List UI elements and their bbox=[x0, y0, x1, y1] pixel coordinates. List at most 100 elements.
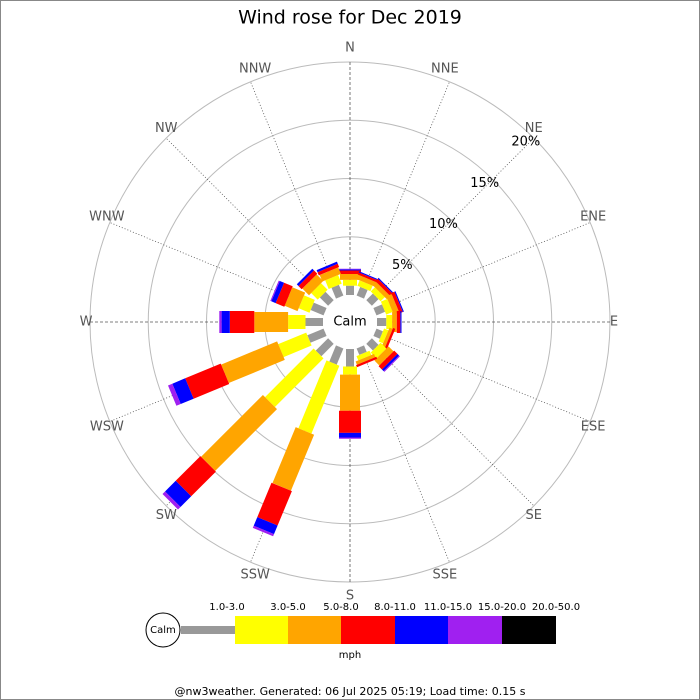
bar-segment bbox=[288, 315, 306, 329]
bar-segment bbox=[265, 348, 324, 407]
legend-label: 5.0-8.0 bbox=[323, 602, 358, 613]
bar-segment bbox=[373, 304, 386, 316]
direction-label: WSW bbox=[90, 419, 124, 434]
direction-label: SSE bbox=[432, 568, 457, 583]
units-label: mph bbox=[339, 650, 361, 661]
bar-segment bbox=[201, 395, 277, 471]
bar-segment bbox=[253, 517, 278, 535]
bar-segment bbox=[254, 312, 289, 332]
bar-segment bbox=[346, 285, 354, 295]
r-tick-label: 5% bbox=[392, 258, 413, 273]
bar-segment bbox=[366, 338, 379, 351]
r-tick-label: 15% bbox=[470, 176, 499, 191]
direction-label: W bbox=[80, 315, 93, 330]
bar-segment bbox=[317, 263, 340, 276]
bar-segment bbox=[275, 282, 293, 307]
bar-segment bbox=[373, 328, 383, 339]
bar-segment bbox=[270, 280, 280, 302]
bar-segment bbox=[400, 311, 402, 333]
direction-label: SE bbox=[526, 508, 542, 523]
legend-label: 3.0-5.0 bbox=[270, 602, 305, 613]
bar-segment bbox=[165, 480, 192, 507]
legend-label: 20.0-50.0 bbox=[532, 602, 580, 613]
direction-label: SW bbox=[156, 508, 177, 523]
direction-label: WNW bbox=[89, 210, 125, 225]
legend-label: 15.0-20.0 bbox=[478, 602, 526, 613]
legend-swatch bbox=[395, 616, 448, 644]
direction-label: ENE bbox=[580, 210, 606, 225]
legend-label: 11.0-15.0 bbox=[424, 602, 472, 613]
calm-circle bbox=[325, 297, 375, 347]
bar-segment bbox=[356, 345, 367, 355]
bar-segment bbox=[357, 280, 373, 292]
bar-segment bbox=[339, 270, 361, 274]
bar-segment bbox=[384, 328, 396, 350]
bar-segment bbox=[305, 318, 323, 326]
bar-segment bbox=[331, 284, 344, 299]
bar-segment bbox=[325, 275, 342, 289]
legend-label: 1.0-3.0 bbox=[209, 602, 244, 613]
bar-segment bbox=[381, 353, 400, 372]
bar-segment bbox=[339, 269, 361, 271]
bar-segment bbox=[172, 378, 194, 404]
legend-swatch bbox=[448, 616, 502, 644]
bar-segment bbox=[329, 345, 344, 365]
bar-segment bbox=[378, 328, 389, 344]
bar-segment bbox=[307, 328, 327, 343]
bar-segment bbox=[392, 312, 397, 332]
legend-calm bbox=[145, 612, 181, 648]
bar-segment bbox=[381, 327, 393, 348]
bar-segment bbox=[340, 374, 360, 411]
bar-segment bbox=[185, 363, 230, 399]
bar-segment bbox=[374, 346, 394, 366]
bar-segment bbox=[319, 291, 334, 306]
direction-label: E bbox=[610, 315, 618, 330]
direction-label: N bbox=[345, 41, 355, 56]
bar-segment bbox=[302, 274, 324, 296]
bar-segment bbox=[356, 274, 378, 287]
bar-segment bbox=[340, 274, 360, 280]
bar-segment bbox=[168, 383, 181, 406]
bar-segment bbox=[356, 356, 378, 368]
footer: @nw3weather. Generated: 06 Jul 2025 05:1… bbox=[175, 685, 526, 698]
bar-segment bbox=[310, 302, 327, 316]
bar-segment bbox=[377, 318, 387, 326]
direction-label: NE bbox=[525, 121, 543, 136]
direction-label: ESE bbox=[581, 419, 606, 434]
bar-segment bbox=[356, 350, 372, 361]
bar-segment bbox=[339, 437, 361, 439]
legend-swatch bbox=[235, 616, 288, 644]
grid-ring bbox=[147, 119, 553, 525]
bar-segment bbox=[375, 278, 394, 297]
bar-segment bbox=[271, 281, 285, 304]
bar-segment bbox=[229, 311, 255, 333]
bar-segment bbox=[316, 261, 338, 273]
bar-segment bbox=[394, 291, 404, 312]
bar-segment bbox=[219, 311, 222, 333]
bar-segment bbox=[378, 350, 398, 370]
bar-segment bbox=[357, 272, 379, 283]
direction-label: NW bbox=[155, 121, 178, 136]
bar-segment bbox=[339, 268, 361, 270]
bar-segment bbox=[377, 277, 395, 295]
bar-segment bbox=[298, 360, 340, 434]
legend-label: 8.0-11.0 bbox=[374, 602, 416, 613]
bar-segment bbox=[380, 299, 393, 315]
bar-segment bbox=[383, 355, 400, 372]
bar-segment bbox=[252, 525, 274, 537]
bar-segment bbox=[339, 432, 361, 438]
direction-label: SSW bbox=[240, 568, 270, 583]
bar-segment bbox=[386, 294, 400, 315]
bar-segment bbox=[311, 283, 328, 300]
bar-segment bbox=[343, 366, 357, 375]
legend-swatch bbox=[341, 616, 395, 644]
direction-label: NNW bbox=[239, 61, 271, 76]
bar-segment bbox=[339, 410, 361, 433]
bar-segment bbox=[272, 427, 315, 491]
bar-segment bbox=[370, 342, 387, 359]
bar-segment bbox=[298, 270, 318, 290]
bar-segment bbox=[296, 268, 314, 286]
bar-segment bbox=[278, 332, 312, 358]
bar-segment bbox=[366, 293, 379, 306]
